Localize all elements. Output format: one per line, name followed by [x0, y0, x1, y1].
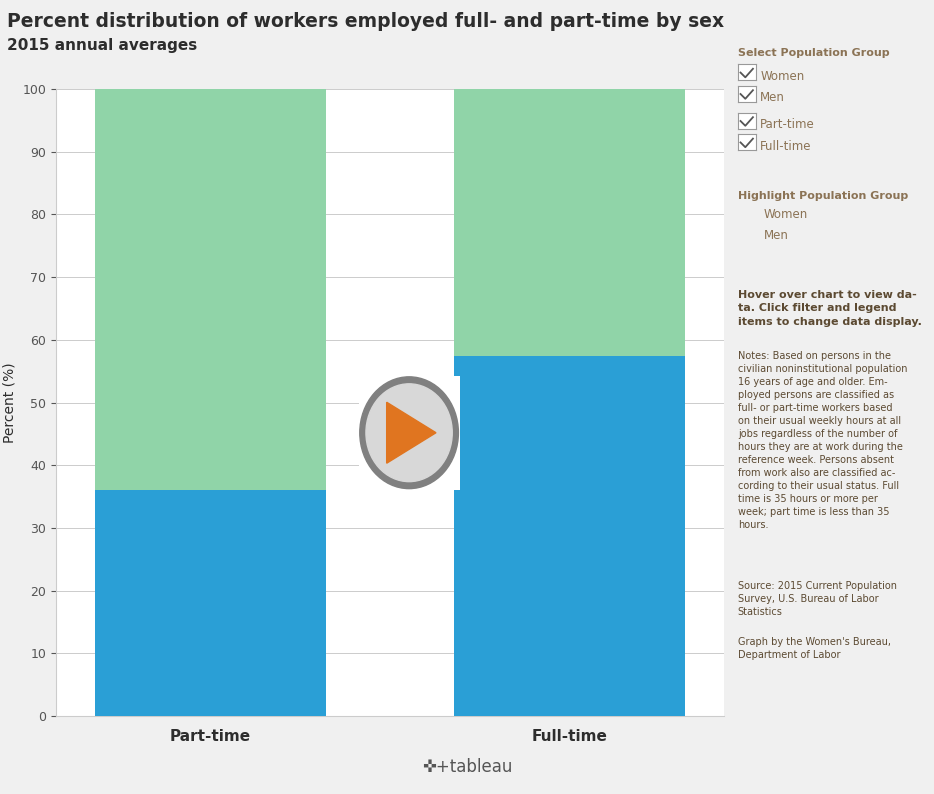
Text: Hover over chart to view da-
ta. Click filter and legend
items to change data di: Hover over chart to view da- ta. Click f…	[738, 290, 922, 327]
Text: ✜+tableau: ✜+tableau	[422, 758, 512, 776]
Bar	[94, 491, 326, 716]
Text: Percent distribution of workers employed full- and part-time by sex: Percent distribution of workers employed…	[7, 12, 725, 31]
Text: Source: 2015 Current Population
Survey, U.S. Bureau of Labor
Statistics: Source: 2015 Current Population Survey, …	[738, 581, 897, 617]
Text: Men: Men	[760, 91, 785, 104]
Y-axis label: Percent (%): Percent (%)	[3, 362, 17, 443]
Text: Women: Women	[760, 70, 804, 83]
Text: Men: Men	[764, 229, 789, 241]
Circle shape	[366, 384, 452, 482]
Bar	[94, 89, 326, 491]
Text: Highlight Population Group: Highlight Population Group	[738, 191, 908, 201]
Bar	[454, 89, 686, 357]
Text: Select Population Group: Select Population Group	[738, 48, 889, 58]
Text: Notes: Based on persons in the
civilian noninstitutional population
16 years of : Notes: Based on persons in the civilian …	[738, 351, 907, 530]
Polygon shape	[387, 403, 436, 463]
Bar	[454, 357, 686, 716]
Circle shape	[360, 377, 459, 488]
Text: Full-time: Full-time	[760, 140, 812, 152]
Text: 2015 annual averages: 2015 annual averages	[7, 38, 198, 53]
Text: Part-time: Part-time	[760, 118, 815, 131]
Text: Graph by the Women's Bureau,
Department of Labor: Graph by the Women's Bureau, Department …	[738, 637, 891, 660]
Text: Women: Women	[764, 208, 808, 221]
